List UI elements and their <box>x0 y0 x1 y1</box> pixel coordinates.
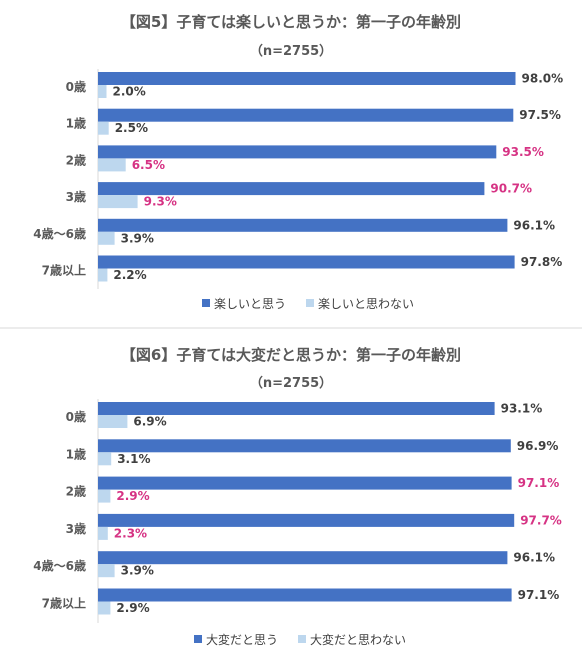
bar-secondary <box>98 268 108 282</box>
category-label: 1歳 <box>66 446 86 461</box>
bar-secondary <box>98 195 138 209</box>
bar-primary <box>98 402 495 415</box>
legend-swatch <box>194 635 202 643</box>
bar-secondary <box>98 601 111 615</box>
data-label: 2.0% <box>113 85 146 99</box>
data-label: 96.9% <box>517 439 559 453</box>
data-label: 6.5% <box>132 158 165 172</box>
legend-label: 大変だと思う <box>206 632 278 647</box>
data-label: 97.8% <box>521 255 563 269</box>
data-label: 2.9% <box>116 489 149 503</box>
bar-primary <box>98 439 511 453</box>
category-label: 7歳以上 <box>42 263 86 278</box>
bar-secondary <box>98 564 115 578</box>
legend-label: 大変だと思わない <box>310 632 406 647</box>
legend-label: 楽しいと思う <box>214 297 286 311</box>
chart-2: 【図6】子育ては大変だと思うか：第一子の年齢別 （n=2755） 0歳 93.1%… <box>33 346 562 647</box>
chart-2-subtitle: （n=2755） <box>250 375 332 391</box>
data-label: 6.9% <box>133 415 166 429</box>
chart-2-legend: 大変だと思う 大変だと思わない <box>194 632 406 647</box>
data-label: 93.1% <box>501 402 543 416</box>
category-label: 2歳 <box>66 484 86 499</box>
data-label: 2.2% <box>113 268 146 282</box>
data-label: 3.9% <box>121 564 154 578</box>
data-label: 98.0% <box>522 72 564 86</box>
chart-2-title: 【図6】子育ては大変だと思うか：第一子の年齢別 <box>121 346 461 364</box>
data-label: 96.1% <box>513 551 555 565</box>
data-label: 3.9% <box>121 231 154 245</box>
category-label: 3歳 <box>66 521 86 536</box>
bar-primary <box>98 72 516 85</box>
data-label: 97.7% <box>520 513 562 527</box>
bar-primary <box>98 551 508 565</box>
category-label: 3歳 <box>66 189 86 204</box>
legend-swatch <box>298 635 306 643</box>
data-label: 2.9% <box>116 601 149 615</box>
category-label: 2歳 <box>66 152 86 167</box>
bar-secondary <box>98 489 111 503</box>
category-label: 4歳～6歳 <box>33 226 86 241</box>
legend-label: 楽しいと思わない <box>318 297 414 311</box>
bar-secondary <box>98 121 109 135</box>
data-label: 9.3% <box>144 195 177 209</box>
chart-1-title: 【図5】子育ては楽しいと思うか：第一子の年齢別 <box>121 13 461 31</box>
bar-primary <box>98 255 515 269</box>
bar-secondary <box>98 231 115 245</box>
bar-primary <box>98 476 512 490</box>
bar-secondary <box>98 526 108 540</box>
bar-primary <box>98 108 514 122</box>
legend-swatch <box>202 299 210 307</box>
data-label: 97.1% <box>518 476 560 490</box>
chart-1-subtitle: （n=2755） <box>250 43 332 59</box>
bar-secondary <box>98 85 107 98</box>
category-label: 7歳以上 <box>42 596 86 611</box>
category-label: 1歳 <box>66 116 86 131</box>
legend-swatch <box>306 299 314 307</box>
data-label: 93.5% <box>502 145 544 159</box>
bar-secondary <box>98 452 112 466</box>
data-label: 96.1% <box>513 218 555 232</box>
bar-secondary <box>98 158 126 172</box>
data-label: 3.1% <box>117 452 150 466</box>
chart-1-marks: 0歳 98.0% 2.0% 1歳 97.5% 2.5% 2歳 93.5% 6.5% 3歳 90.7%… <box>33 72 563 283</box>
data-label: 2.3% <box>114 526 147 540</box>
bar-primary <box>98 588 512 602</box>
category-label: 4歳～6歳 <box>33 558 86 573</box>
data-label: 2.5% <box>115 121 148 135</box>
bar-primary <box>98 513 515 527</box>
data-label: 90.7% <box>490 182 532 196</box>
chart-2-marks: 0歳 93.1% 6.9% 1歳 96.9% 3.1% 2歳 97.1% 2.9% 3歳 97.7%… <box>33 402 562 616</box>
chart-1: 【図5】子育ては楽しいと思うか：第一子の年齢別 （n=2755） 0歳 98.0%… <box>33 13 563 311</box>
category-label: 0歳 <box>66 79 86 94</box>
data-label: 97.5% <box>519 108 561 122</box>
category-label: 0歳 <box>66 409 86 424</box>
bar-secondary <box>98 415 128 428</box>
data-label: 97.1% <box>518 588 560 602</box>
bar-primary <box>98 182 485 196</box>
chart-1-legend: 楽しいと思う 楽しいと思わない <box>202 297 414 311</box>
bar-primary <box>98 218 508 232</box>
bar-primary <box>98 145 497 159</box>
